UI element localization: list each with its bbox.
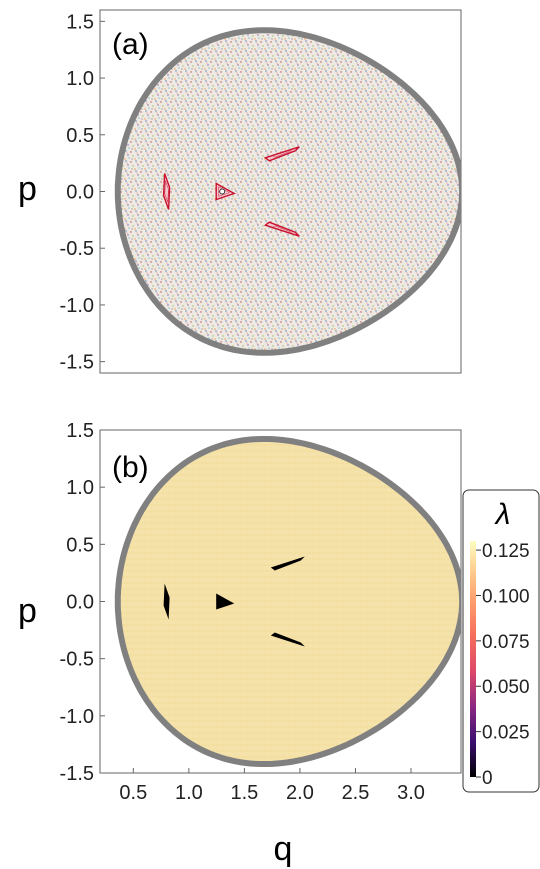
- panel-b-ytick-label: 1.5: [66, 420, 94, 442]
- y-axis-label-b: p: [18, 592, 37, 630]
- panel-b-xtick-label: 1.5: [230, 782, 258, 804]
- regular-islands-a: [162, 146, 300, 237]
- boundary-curve-a: [114, 27, 461, 356]
- colorbar-tick-label: 0.050: [482, 677, 530, 698]
- panel-a-ytick-label: 1.5: [66, 11, 94, 33]
- colorbar-frame: [462, 489, 540, 793]
- panel-b-xtick-label: 3.0: [397, 782, 425, 804]
- island-a-upper-island: [263, 146, 300, 162]
- y-axis-label-a: p: [18, 170, 37, 208]
- colorbar-tick-label: 0.075: [482, 632, 530, 653]
- panel-b-ytick-label: 0.5: [66, 534, 94, 556]
- panel-b-xtick-label: 0.5: [119, 782, 147, 804]
- y-ticks-a: 1.5 1.0 0.5 0.0 -0.5 -1.0 -1.5: [60, 11, 105, 374]
- colorbar-tick-label: 0.100: [482, 586, 530, 607]
- panel-b-ytick-label: -1.5: [60, 763, 94, 785]
- island-b-upper-island: [270, 556, 305, 571]
- panel-label-b: (b): [112, 451, 149, 484]
- island-a-left-island: [162, 173, 171, 210]
- x-ticks-b: 0.5 1.0 1.5 2.0 2.5 3.0: [119, 768, 425, 804]
- panel-b: 1.5 1.0 0.5 0.0 -0.5 -1.0 -1.5 0.5 1.0 1.5 2.0 2.5…: [18, 420, 540, 868]
- panel-a-ytick-label: 0.5: [66, 125, 94, 147]
- panel-a-ytick-label: 1.0: [66, 68, 94, 90]
- panel-a-ytick-label: -0.5: [60, 238, 94, 260]
- colorbar-title: λ: [494, 498, 511, 531]
- colorbar-tick-label: 0.125: [482, 541, 530, 562]
- island-b-left-island: [163, 583, 170, 620]
- colorbar-gradient: [470, 541, 476, 777]
- panel-b-ytick-label: 0.0: [66, 592, 94, 614]
- panel-b-ytick-label: 1.0: [66, 477, 94, 499]
- panel-label-a: (a): [112, 28, 149, 61]
- regular-islands-b: [163, 556, 305, 647]
- colorbar-tick-label: 0.025: [482, 723, 530, 744]
- island-b-lower-island: [270, 632, 305, 647]
- panel-b-xtick-label: 2.0: [286, 782, 314, 804]
- panel-b-ytick-label: -0.5: [60, 649, 94, 671]
- panel-a-ytick-label: -1.0: [60, 295, 94, 317]
- y-ticks-b: 1.5 1.0 0.5 0.0 -0.5 -1.0 -1.5: [60, 420, 105, 785]
- panel-a: 1.5 1.0 0.5 0.0 -0.5 -1.0 -1.5 (a) p: [18, 9, 462, 374]
- panel-b-xtick-label: 1.0: [175, 782, 203, 804]
- panel-a-ytick-label: 0.0: [66, 182, 94, 204]
- colorbar-tick-label: 0: [482, 768, 493, 789]
- boundary-curve-b: [114, 436, 461, 767]
- island-a-central-island: [215, 182, 236, 201]
- panel-b-ytick-label: -1.0: [60, 706, 94, 728]
- island-b-central-island: [216, 593, 235, 610]
- panel-a-ytick-label: -1.5: [60, 352, 94, 374]
- colorbar: λ 0.125 0.100 0.075 0.050 0.025 0: [462, 489, 540, 793]
- x-axis-label: q: [274, 830, 293, 868]
- colorbar-ticks: 0.125 0.100 0.075 0.050 0.025 0: [476, 541, 530, 789]
- island-a-lower-island: [263, 221, 300, 237]
- panel-b-xtick-label: 2.5: [342, 782, 370, 804]
